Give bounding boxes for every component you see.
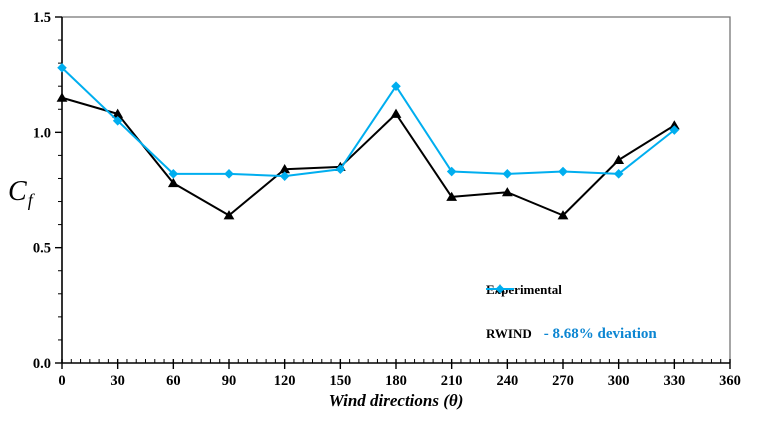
triangle-marker-experimental bbox=[167, 177, 179, 188]
legend-label-rwind: RWIND bbox=[486, 326, 532, 341]
x-tick-label: 150 bbox=[329, 373, 351, 389]
series-line-experimental bbox=[61, 96, 675, 217]
diamond-marker-rwind bbox=[279, 171, 290, 181]
diamond-marker-rwind bbox=[112, 116, 123, 126]
x-axis-label: Wind directions (θ) bbox=[328, 391, 464, 410]
diamond-marker-rwind bbox=[669, 125, 680, 135]
x-tick-label: 210 bbox=[441, 373, 463, 389]
y-tick-label: 1.0 bbox=[33, 125, 51, 141]
triangle-marker-experimental bbox=[668, 120, 680, 130]
diamond-marker-rwind bbox=[446, 166, 457, 177]
x-tick-label: 330 bbox=[663, 373, 685, 389]
series-line-rwind bbox=[61, 67, 675, 178]
rwind-series-marker-icon bbox=[486, 284, 514, 294]
diamond-marker-rwind bbox=[335, 164, 346, 175]
x-tick-label: 360 bbox=[719, 373, 741, 389]
x-tick-label: 300 bbox=[608, 373, 630, 389]
legend-label-experimental: Experimental bbox=[486, 282, 562, 297]
triangle-marker-experimental bbox=[446, 191, 458, 201]
x-tick-label: 0 bbox=[58, 373, 65, 389]
y-tick-label: 0.5 bbox=[33, 241, 51, 257]
triangle-marker-experimental bbox=[223, 210, 235, 220]
diamond-marker-rwind bbox=[613, 169, 624, 179]
deviation-annotation: - 8.68% deviation bbox=[543, 325, 657, 342]
x-tick-label: 120 bbox=[274, 373, 296, 389]
legend-item-rwind: RWIND - 8.68% deviation bbox=[486, 284, 657, 342]
triangle-marker-experimental bbox=[557, 210, 569, 220]
diamond-marker-rwind bbox=[168, 169, 179, 179]
y-axis-label-symbol: C bbox=[8, 176, 27, 207]
diamond-marker-rwind bbox=[391, 81, 401, 91]
legend: Experimental RWIND - 8.68% deviation bbox=[486, 282, 657, 342]
diamond-marker-rwind bbox=[502, 169, 513, 179]
diamond-marker-rwind bbox=[224, 169, 234, 179]
x-tick-label: 90 bbox=[222, 373, 237, 389]
triangle-marker-experimental bbox=[613, 154, 625, 165]
x-tick-label: 60 bbox=[166, 373, 181, 389]
triangle-marker-experimental bbox=[279, 164, 291, 174]
diamond-marker-rwind bbox=[57, 62, 67, 73]
x-tick-label: 240 bbox=[496, 373, 518, 389]
triangle-marker-experimental bbox=[112, 108, 124, 118]
y-axis-label-subscript: f bbox=[27, 190, 33, 210]
x-tick-label: 270 bbox=[552, 373, 574, 389]
y-tick-label: 0.0 bbox=[33, 356, 51, 372]
x-tick-label: 30 bbox=[110, 373, 125, 389]
triangle-marker-experimental bbox=[56, 92, 68, 102]
triangle-marker-experimental bbox=[390, 108, 402, 118]
y-axis-label: Cf bbox=[8, 176, 33, 210]
x-tick-label: 180 bbox=[385, 373, 407, 389]
triangle-marker-experimental bbox=[501, 187, 513, 197]
diamond-marker-rwind bbox=[558, 166, 568, 177]
plot-border bbox=[62, 16, 731, 363]
y-tick-label: 1.5 bbox=[33, 10, 51, 26]
